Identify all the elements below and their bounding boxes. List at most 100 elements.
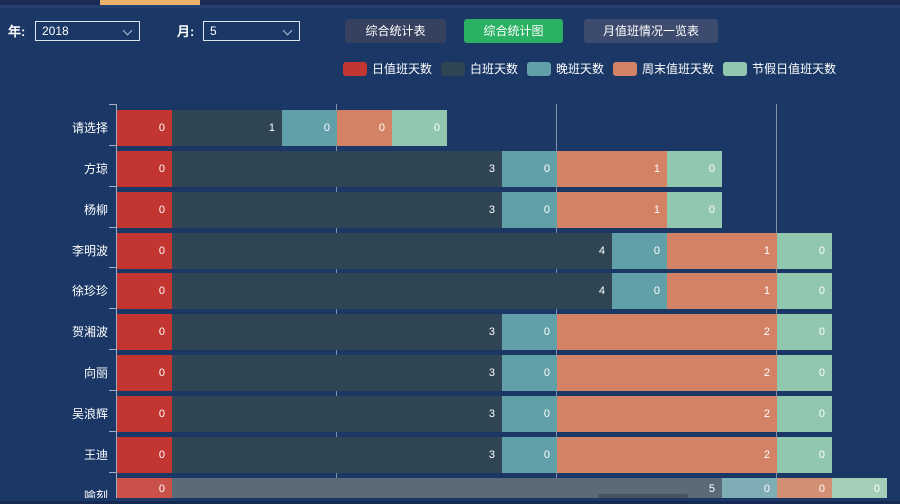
year-select[interactable]: 2018 bbox=[35, 21, 140, 41]
y-axis-line bbox=[116, 104, 117, 498]
bar-segment[interactable]: 0 bbox=[282, 110, 337, 146]
bar-segment[interactable]: 2 bbox=[557, 355, 777, 391]
bar-segment[interactable]: 1 bbox=[667, 273, 777, 309]
bar-segment[interactable]: 4 bbox=[172, 233, 612, 269]
bar-segment[interactable]: 0 bbox=[117, 151, 172, 187]
y-axis-label: 方琼 bbox=[83, 162, 108, 176]
bar-segment[interactable]: 0 bbox=[117, 233, 172, 269]
active-tab-indicator bbox=[100, 0, 200, 5]
bar-segment[interactable]: 4 bbox=[172, 273, 612, 309]
bar-segment[interactable]: 5 bbox=[172, 478, 722, 498]
bar-value-label: 0 bbox=[158, 245, 165, 257]
bar-value-label: 3 bbox=[488, 449, 495, 461]
bar-segment[interactable]: 0 bbox=[722, 478, 777, 498]
bar-value-label: 3 bbox=[488, 367, 495, 379]
year-select-value: 2018 bbox=[42, 24, 69, 38]
top-strip bbox=[0, 0, 900, 5]
legend-item-weekend-duty[interactable]: 周末值班天数 bbox=[613, 60, 714, 77]
bar-segment[interactable]: 0 bbox=[502, 151, 557, 187]
bar-value-label: 0 bbox=[158, 367, 165, 379]
bar-segment[interactable]: 0 bbox=[667, 192, 722, 228]
axis-tick bbox=[109, 104, 116, 105]
bar-value-label: 2 bbox=[763, 449, 770, 461]
bar-segment[interactable]: 1 bbox=[557, 192, 667, 228]
bar-value-label: 0 bbox=[158, 449, 165, 461]
bar-segment[interactable]: 0 bbox=[117, 273, 172, 309]
bar-segment[interactable]: 0 bbox=[337, 110, 392, 146]
bar-segment[interactable]: 3 bbox=[172, 355, 502, 391]
scrollbar-track[interactable] bbox=[0, 501, 900, 504]
bar-segment[interactable]: 0 bbox=[612, 273, 667, 309]
bar-segment[interactable]: 2 bbox=[557, 314, 777, 350]
bar-segment[interactable]: 3 bbox=[172, 192, 502, 228]
bar-segment[interactable]: 0 bbox=[117, 355, 172, 391]
bar-segment[interactable]: 1 bbox=[557, 151, 667, 187]
bar-row: 0 1 0 0 0 bbox=[117, 110, 447, 146]
bar-value-label: 0 bbox=[158, 163, 165, 175]
bar-segment[interactable]: 1 bbox=[667, 233, 777, 269]
bar-value-label: 0 bbox=[818, 367, 825, 379]
bar-segment[interactable]: 0 bbox=[777, 478, 832, 498]
bar-segment[interactable]: 3 bbox=[172, 151, 502, 187]
legend-item-night-shift[interactable]: 晚班天数 bbox=[527, 60, 604, 77]
bar-segment[interactable]: 3 bbox=[172, 314, 502, 350]
legend-item-day-duty[interactable]: 日值班天数 bbox=[343, 60, 432, 77]
bar-segment[interactable]: 2 bbox=[557, 396, 777, 432]
bar-segment[interactable]: 0 bbox=[777, 233, 832, 269]
bar-segment[interactable]: 0 bbox=[667, 151, 722, 187]
bar-value-label: 5 bbox=[708, 483, 715, 495]
month-label: 月: bbox=[177, 24, 195, 39]
bar-segment[interactable]: 0 bbox=[832, 478, 887, 498]
bar-segment[interactable]: 0 bbox=[117, 437, 172, 473]
y-axis-label: 王迪 bbox=[83, 448, 108, 462]
bar-value-label: 3 bbox=[488, 326, 495, 338]
legend-swatch bbox=[723, 61, 748, 76]
bar-segment[interactable]: 0 bbox=[117, 314, 172, 350]
summary-table-button[interactable]: 综合统计表 bbox=[345, 19, 446, 43]
bar-segment[interactable]: 3 bbox=[172, 437, 502, 473]
legend-swatch bbox=[441, 61, 466, 76]
bar-segment[interactable]: 0 bbox=[392, 110, 447, 146]
bar-row: 0 3 0 2 0 bbox=[117, 314, 832, 350]
bar-segment[interactable]: 1 bbox=[172, 110, 282, 146]
bar-value-label: 2 bbox=[763, 326, 770, 338]
bar-segment[interactable]: 0 bbox=[612, 233, 667, 269]
bar-segment[interactable]: 0 bbox=[777, 273, 832, 309]
bar-segment[interactable]: 0 bbox=[117, 192, 172, 228]
month-select-value: 5 bbox=[210, 24, 217, 38]
bar-segment[interactable]: 0 bbox=[502, 355, 557, 391]
bar-segment[interactable]: 0 bbox=[502, 314, 557, 350]
bar-segment[interactable]: 0 bbox=[117, 396, 172, 432]
legend-item-holiday-duty[interactable]: 节假日值班天数 bbox=[723, 60, 836, 77]
bar-segment[interactable]: 0 bbox=[777, 314, 832, 350]
axis-tick bbox=[109, 186, 116, 187]
month-select[interactable]: 5 bbox=[203, 21, 300, 41]
legend-item-label: 日值班天数 bbox=[372, 62, 433, 76]
bar-segment[interactable]: 0 bbox=[117, 110, 172, 146]
bar-segment[interactable]: 0 bbox=[777, 396, 832, 432]
bar-segment[interactable]: 0 bbox=[777, 437, 832, 473]
bar-row: 0 3 0 2 0 bbox=[117, 437, 832, 473]
legend-swatch bbox=[343, 61, 367, 76]
monthly-duty-list-button[interactable]: 月值班情况一览表 bbox=[584, 19, 718, 43]
top-strip-divider bbox=[0, 5, 900, 8]
bar-segment[interactable]: 0 bbox=[502, 396, 557, 432]
bar-value-label: 1 bbox=[653, 163, 660, 175]
axis-tick bbox=[109, 390, 116, 391]
bar-value-label: 0 bbox=[708, 204, 715, 216]
bar-segment[interactable]: 0 bbox=[502, 437, 557, 473]
legend-item-day-shift[interactable]: 白班天数 bbox=[441, 60, 518, 77]
bar-value-label: 1 bbox=[763, 285, 770, 297]
bar-segment[interactable]: 0 bbox=[502, 192, 557, 228]
bar-segment[interactable]: 0 bbox=[777, 355, 832, 391]
axis-tick bbox=[109, 267, 116, 268]
scrollbar-thumb[interactable] bbox=[598, 494, 688, 498]
summary-chart-button[interactable]: 综合统计图 bbox=[464, 19, 563, 43]
bar-row: 0 5 0 0 0 bbox=[117, 478, 887, 498]
bar-value-label: 0 bbox=[543, 449, 550, 461]
bar-value-label: 0 bbox=[873, 483, 880, 495]
bar-segment[interactable]: 3 bbox=[172, 396, 502, 432]
bar-segment[interactable]: 0 bbox=[117, 478, 172, 498]
bar-segment[interactable]: 2 bbox=[557, 437, 777, 473]
legend-item-label: 晚班天数 bbox=[556, 62, 605, 76]
